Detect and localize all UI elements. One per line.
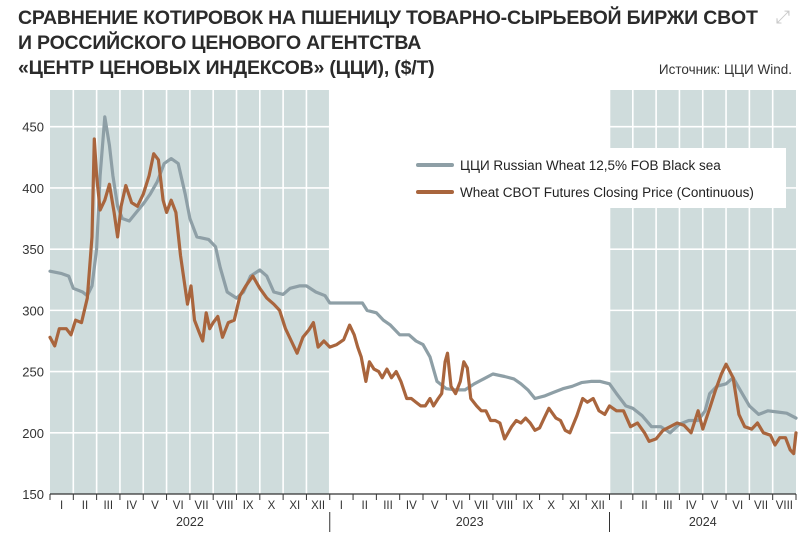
x-tick-label: I: [60, 500, 63, 512]
x-tick-label: XII: [591, 500, 605, 512]
chart-title-line-3: «ЦЕНТР ЦЕНОВЫХ ИНДЕКСОВ» (ЦЦИ), ($/Т): [18, 57, 435, 79]
x-tick-label: XI: [569, 500, 580, 512]
x-tick-label: IV: [686, 500, 697, 512]
y-axis: 150 200 250 300 350 400 450: [22, 120, 44, 502]
x-tick-label: IX: [243, 500, 254, 512]
y-tick-label: 150: [22, 487, 44, 502]
x-tick-label: X: [547, 500, 555, 512]
legend-label: ЦЦИ Russian Wheat 12,5% FOB Black sea: [460, 158, 721, 173]
series-line-cbot-wheat-futures: [48, 137, 798, 456]
x-tick-label: VIII: [216, 500, 233, 512]
x-tick-label: XI: [289, 500, 300, 512]
x-tick-label: II: [82, 500, 88, 512]
x-tick-label: VI: [453, 500, 464, 512]
chart-title: СРАВНЕНИЕ КОТИРОВОК НА ПШЕНИЦУ ТОВАРНО-С…: [18, 6, 758, 81]
x-tick-label: VII: [754, 500, 768, 512]
x-tick-label: III: [663, 500, 673, 512]
year-label: 2022: [176, 515, 204, 529]
y-tick-label: 300: [22, 303, 44, 318]
x-tick-label: VII: [195, 500, 209, 512]
y-tick-label: 350: [22, 242, 44, 257]
x-tick-label: V: [711, 500, 719, 512]
y-tick-label: 250: [22, 365, 44, 380]
legend: ЦЦИ Russian Wheat 12,5% FOB Black sea Whe…: [408, 148, 786, 208]
x-tick-label: VIII: [496, 500, 513, 512]
gridlines: [50, 90, 796, 494]
x-axis: I II III IV V VI VII VIII IX X XI XII I II III IV V VI VII…: [49, 493, 797, 532]
year-label: 2023: [456, 515, 484, 529]
series-lines: [48, 115, 798, 456]
y-tick-label: 400: [22, 181, 44, 196]
x-tick-label: IX: [522, 500, 533, 512]
y-tick-label: 200: [22, 426, 44, 441]
y-tick-label: 450: [22, 120, 44, 135]
x-tick-label: III: [383, 500, 393, 512]
x-tick-label: I: [620, 500, 623, 512]
source-note: Источник: ЦЦИ Wind.: [658, 62, 792, 77]
x-tick-label: II: [362, 500, 368, 512]
legend-label: Wheat CBOT Futures Closing Price (Contin…: [460, 185, 754, 200]
x-tick-label: V: [431, 500, 439, 512]
chart-title-line-2: И РОССИЙСКОГО ЦЕНОВОГО АГЕНТСТВА: [18, 32, 422, 54]
series-line-ccpi-russian-wheat: [48, 115, 798, 435]
x-tick-label: IV: [406, 500, 417, 512]
x-tick-label: VI: [732, 500, 743, 512]
legend-box: [408, 148, 786, 208]
x-tick-label: IV: [126, 500, 137, 512]
x-tick-label: I: [340, 500, 343, 512]
year-label: 2024: [689, 515, 717, 529]
x-tick-label: VI: [173, 500, 184, 512]
chart-title-line-1: СРАВНЕНИЕ КОТИРОВОК НА ПШЕНИЦУ ТОВАРНО-С…: [18, 7, 758, 29]
x-tick-label: II: [641, 500, 647, 512]
x-tick-label: VII: [474, 500, 488, 512]
x-tick-label: XII: [311, 500, 325, 512]
x-tick-label: VIII: [776, 500, 793, 512]
x-tick-label: III: [103, 500, 113, 512]
expand-icon[interactable]: ⤢: [775, 7, 791, 27]
x-tick-label: X: [268, 500, 276, 512]
x-tick-label: V: [151, 500, 159, 512]
